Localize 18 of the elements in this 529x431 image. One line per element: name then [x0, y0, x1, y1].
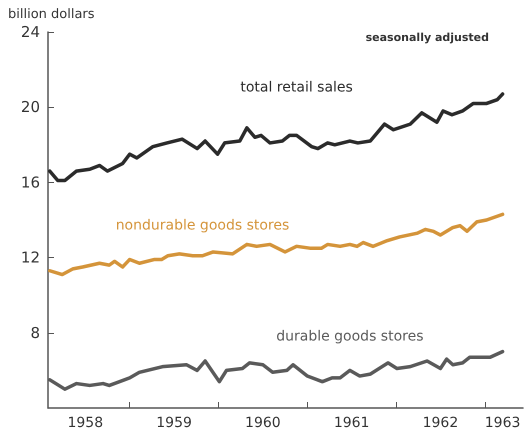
x-tick-label: 1960: [245, 415, 281, 431]
y-tick-label: 24: [20, 23, 40, 41]
x-tick-label: 1958: [67, 415, 104, 431]
series-label: nondurable goods stores: [116, 218, 290, 234]
x-tick-label: 1959: [156, 415, 192, 431]
line-series: [48, 212, 504, 276]
y-axis-title: billion dollars: [8, 7, 95, 22]
line-series: [48, 92, 504, 182]
series-label: durable goods stores: [276, 328, 424, 344]
y-tick-label: 20: [20, 98, 40, 116]
text: total retail sales: [240, 79, 353, 96]
annotation: seasonally adjusted: [366, 31, 490, 44]
x-tick-label: 1963: [484, 415, 520, 431]
x-tick-label: 1961: [334, 415, 370, 431]
y-tick-label: 8: [30, 324, 40, 342]
y-tick-label: 12: [20, 248, 40, 267]
y-tick-label: 16: [20, 173, 40, 192]
x-tick-label: 1962: [422, 415, 458, 431]
